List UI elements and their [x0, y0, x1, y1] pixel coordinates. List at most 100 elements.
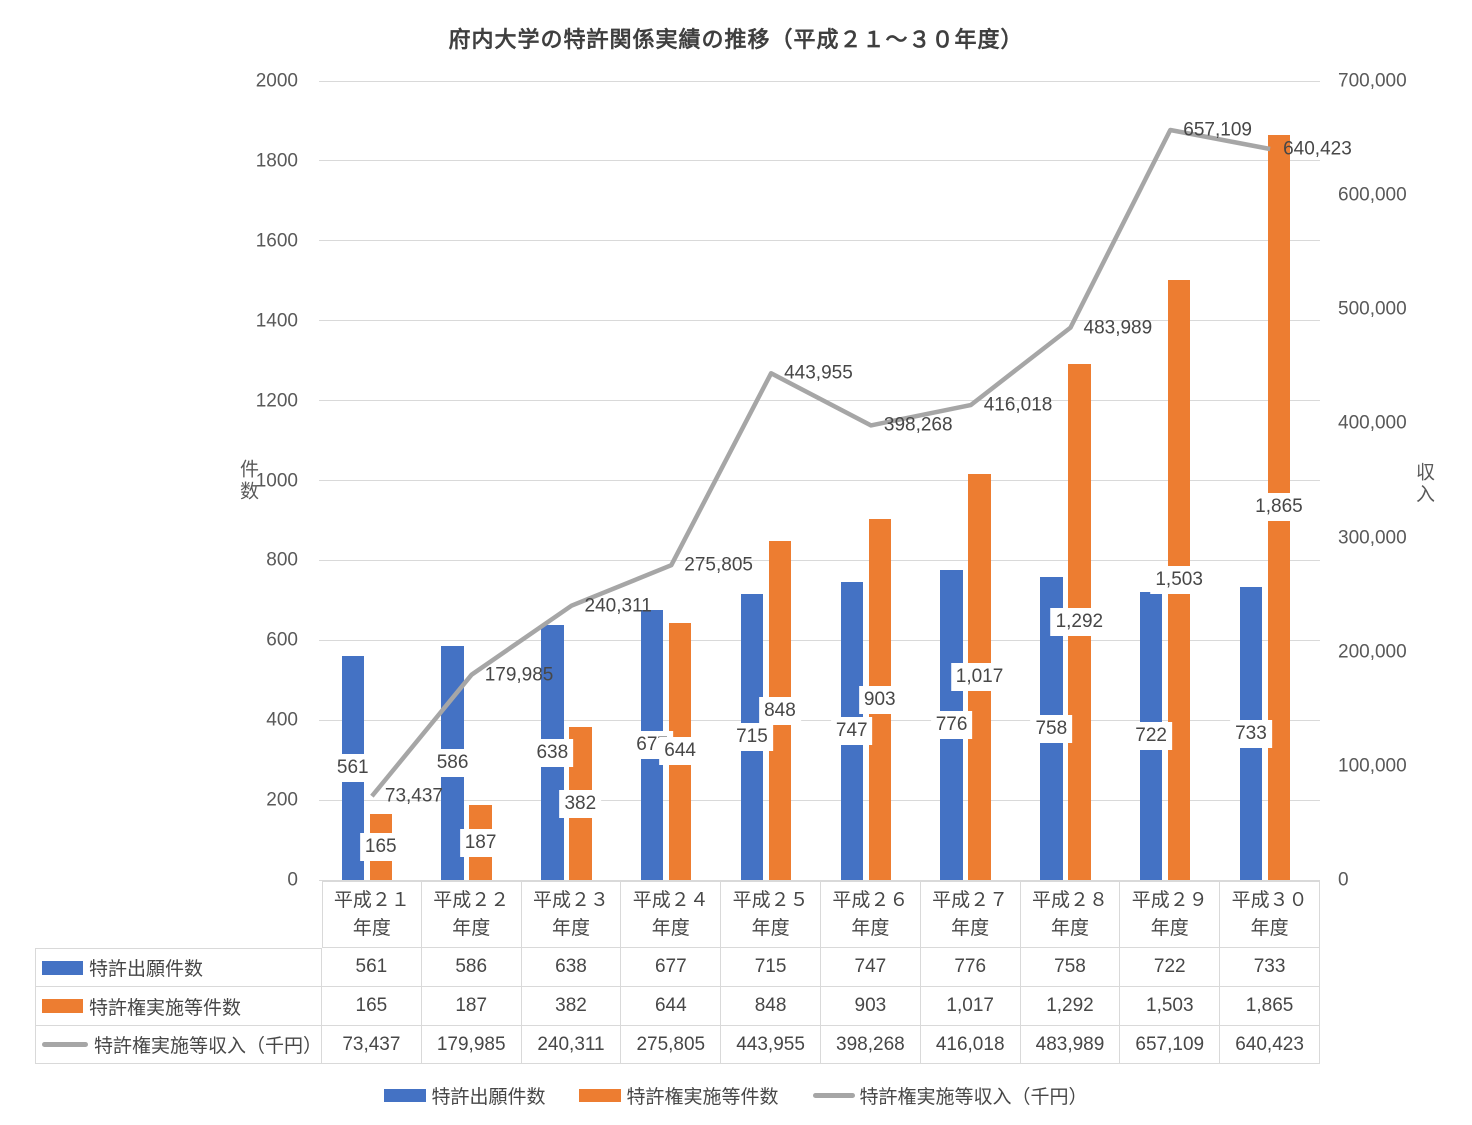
table-row-label-text: 特許出願件数: [89, 959, 204, 980]
patent-implementations-legend-marker: [579, 1089, 622, 1102]
data-table: 平成２１ 年度 平成２２ 年度 平成２３ 年度 平成２４ 年度 平成２５ 年度 平成２６ 年度 平成２７…: [35, 881, 1320, 1064]
right-axis-tick: 0: [1338, 869, 1349, 891]
table-header-cell: 平成２３ 年度: [521, 881, 622, 948]
right-axis-tick: 400,000: [1338, 412, 1407, 434]
table-header-cell: 平成２８ 年度: [1020, 881, 1121, 948]
right-axis-title: 収入: [1413, 462, 1434, 506]
patent-income-data-label: 483,989: [1083, 317, 1153, 339]
table-value-cell: 722: [1120, 948, 1221, 987]
right-axis-tick: 300,000: [1338, 527, 1407, 549]
table-header-cell: 平成２７ 年度: [920, 881, 1021, 948]
table-header-era: 平成２４: [632, 889, 709, 911]
right-axis-tick: 500,000: [1338, 298, 1407, 320]
table-header-era: 平成２７: [932, 889, 1009, 911]
legend-label: 特許権実施等件数: [626, 1087, 779, 1108]
patent-income-data-label: 657,109: [1183, 119, 1252, 141]
gridline: [319, 799, 1320, 801]
table-row-label-text: 特許権実施等件数: [89, 997, 242, 1019]
left-axis-tick: 1400: [255, 310, 298, 332]
table-row-label: 特許権実施等収入（千円）: [35, 1026, 322, 1064]
left-axis-tick: 1800: [255, 150, 298, 172]
gridline: [319, 879, 1320, 881]
patent-applications-data-label: 561: [331, 753, 374, 782]
patent-implementations-data-label: 1,865: [1250, 493, 1308, 522]
left-axis-title: 件数: [237, 459, 258, 503]
table-value-cell: 275,805: [621, 1026, 722, 1064]
table-header-suffix: 年度: [951, 917, 990, 939]
right-axis-tick: 200,000: [1338, 641, 1407, 663]
patent-income-legend-key: [42, 1042, 88, 1047]
table-header-suffix: 年度: [551, 917, 590, 939]
table-header-era: 平成２６: [832, 889, 909, 911]
patent-implementations-data-label: 187: [459, 828, 502, 857]
patent-income-data-label: 73,437: [384, 785, 444, 807]
patent-implementations-data-label: 382: [559, 789, 602, 818]
patent-applications-data-label: 758: [1030, 714, 1073, 743]
table-header-era: 平成３０: [1231, 889, 1308, 911]
patent-income-data-label: 398,268: [883, 414, 953, 436]
patent-applications-data-label: 638: [531, 738, 574, 767]
table-header-cell: 平成２５ 年度: [721, 881, 821, 948]
patent-applications-data-label: 776: [930, 710, 973, 739]
table-value-cell: 640,423: [1220, 1026, 1320, 1064]
right-axis-tick: 100,000: [1338, 755, 1407, 777]
table-value-cell: 657,109: [1120, 1026, 1221, 1064]
table-header-cell: 平成２４ 年度: [621, 881, 722, 948]
left-axis-tick: 2000: [255, 70, 298, 92]
table-value-cell: 747: [820, 948, 921, 987]
legend-item-patent-applications: 特許出願件数: [384, 1082, 545, 1109]
table-header-suffix: 年度: [1250, 917, 1289, 939]
table-value-cell: 398,268: [820, 1026, 921, 1064]
table-value-cell: 382: [521, 987, 622, 1026]
legend-label: 特許権実施等収入（千円）: [859, 1087, 1088, 1108]
patent-implementations-data-label: 1,017: [950, 662, 1009, 691]
right-axis-tick: 600,000: [1338, 184, 1407, 206]
table-header-cell: 平成２２ 年度: [421, 881, 522, 948]
table-row-label: 特許権実施等件数: [35, 987, 322, 1026]
patent-applications-data-label: 747: [830, 716, 873, 745]
table-value-cell: 586: [421, 948, 522, 987]
patent-applications-data-label: 733: [1230, 719, 1272, 748]
patent-implementations-data-label: 1,503: [1150, 565, 1208, 594]
patent-implementations-data-label: 1,292: [1050, 607, 1109, 636]
legend-item-patent-income: 特許権実施等収入（千円）: [812, 1082, 1088, 1109]
table-value-cell: 638: [521, 948, 622, 987]
patent-applications-legend-key: [42, 960, 83, 975]
patent-implementations-data-label: 644: [659, 737, 701, 766]
table-value-cell: 733: [1220, 948, 1320, 987]
patent-income-data-label: 275,805: [684, 554, 753, 576]
table-value-cell: 644: [621, 987, 722, 1026]
table-value-cell: 776: [920, 948, 1021, 987]
table-header-suffix: 年度: [352, 917, 391, 939]
right-axis-tick: 700,000: [1338, 70, 1407, 92]
patent-income-legend-marker: [812, 1093, 855, 1098]
table-header-cell: 平成２６ 年度: [820, 881, 921, 948]
table-value-cell: 179,985: [421, 1026, 522, 1064]
table-header-era: 平成２５: [732, 889, 809, 911]
table-value-cell: 903: [820, 987, 921, 1026]
table-value-cell: 165: [322, 987, 422, 1026]
table-value-cell: 848: [721, 987, 821, 1026]
chart-legend: 特許出願件数 特許権実施等件数 特許権実施等収入（千円）: [0, 1082, 1472, 1109]
table-header-cell: 平成２１ 年度: [322, 881, 422, 948]
table-header-era: 平成２８: [1031, 889, 1108, 911]
table-value-cell: 715: [721, 948, 821, 987]
chart-title: 府内大学の特許関係実績の推移（平成２１～３０年度）: [448, 27, 1024, 52]
table-header-era: 平成２３: [532, 889, 609, 911]
table-value-cell: 1,865: [1220, 987, 1320, 1026]
patent-income-data-label: 416,018: [983, 394, 1053, 416]
table-value-cell: 1,017: [920, 987, 1021, 1026]
legend-label: 特許出願件数: [431, 1087, 546, 1108]
patent-applications-data-label: 715: [731, 723, 773, 752]
table-value-cell: 561: [322, 948, 422, 987]
table-header-suffix: 年度: [1050, 917, 1089, 939]
gridline: [319, 80, 1320, 82]
table-value-cell: 758: [1020, 948, 1121, 987]
table-header-suffix: 年度: [1150, 917, 1189, 939]
patent-income-data-label: 443,955: [784, 362, 853, 384]
patent-applications-data-label: 586: [431, 748, 474, 777]
table-corner-cell: [35, 881, 322, 948]
table-header-cell: 平成３０ 年度: [1220, 881, 1320, 948]
table-header-era: 平成２１: [333, 889, 410, 911]
gridline: [319, 160, 1320, 162]
